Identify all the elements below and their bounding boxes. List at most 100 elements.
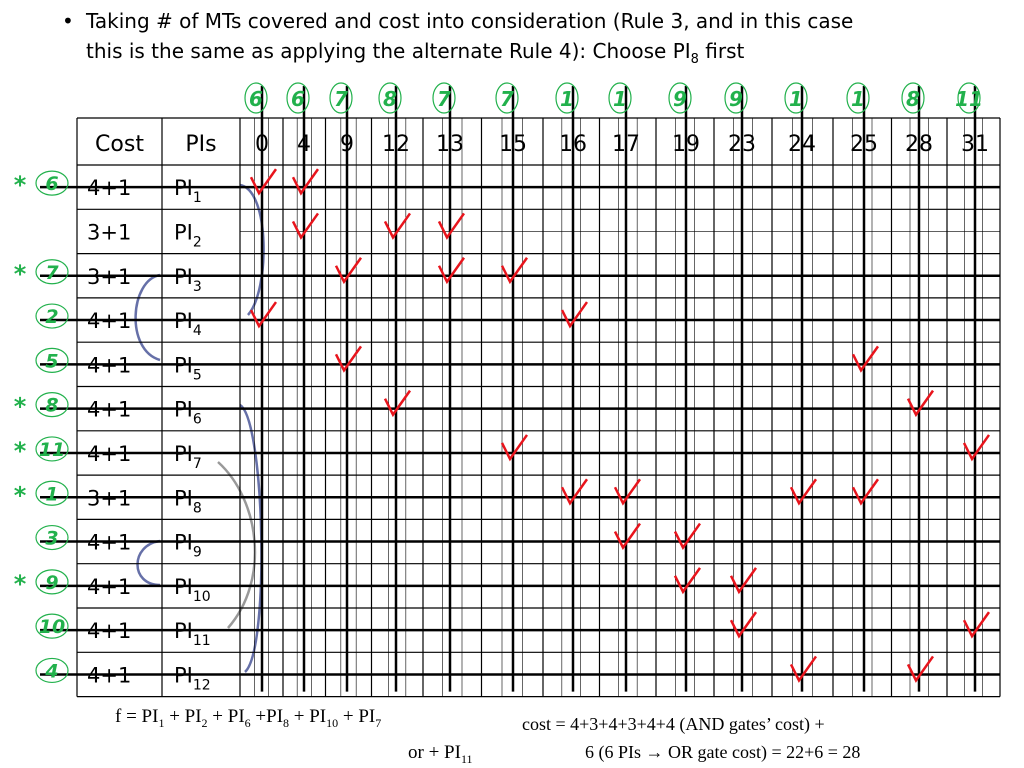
check [334, 345, 363, 373]
check [673, 567, 702, 595]
check [613, 478, 642, 506]
column-mark: 11 [955, 87, 983, 111]
subscript: 1 [158, 716, 164, 730]
check [789, 478, 818, 506]
arrow [134, 273, 161, 362]
check [560, 478, 589, 506]
check [962, 434, 991, 462]
star: * [14, 393, 27, 421]
pi-cell: PI9 [174, 531, 202, 561]
check [906, 655, 935, 683]
bullet-line: Taking # of MTs covered and cost into co… [85, 9, 853, 33]
formula-line: or + PI11 [408, 742, 473, 766]
row-mark: 9 [45, 572, 58, 594]
column-circle [784, 82, 808, 114]
row-circle [35, 259, 69, 285]
row-mark: 8 [45, 395, 58, 417]
check [962, 611, 991, 639]
column-circle [286, 82, 310, 114]
subscript: 10 [193, 589, 211, 605]
row-circle [35, 392, 69, 418]
cost-cell: 3+1 [87, 220, 131, 244]
column-mark: 6 [249, 87, 263, 111]
row-circle [35, 613, 69, 639]
column-mark: 8 [383, 87, 397, 111]
subscript: 10 [326, 716, 338, 730]
check [613, 522, 642, 550]
check [383, 212, 412, 240]
column-mark: 8 [906, 87, 920, 111]
term: + PI [338, 706, 375, 727]
arrow [239, 403, 263, 673]
subscript: 2 [202, 716, 208, 730]
row-mark: 1 [45, 483, 58, 505]
star: * [14, 171, 27, 199]
column-mark: 7 [500, 87, 514, 111]
row-circle [35, 170, 69, 196]
pi-cell: PI8 [174, 486, 202, 516]
check [291, 212, 320, 240]
check [729, 611, 758, 639]
subscript: 7 [375, 716, 381, 730]
subscript: 8 [193, 500, 202, 516]
subscript: 6 [193, 412, 202, 428]
column-circle [329, 82, 353, 114]
row-mark: 10 [39, 616, 65, 638]
star: * [14, 437, 27, 465]
cost-note: 6 (6 PIs → OR gate cost) = 22+6 = 28 [585, 742, 860, 763]
subscript: 5 [193, 367, 202, 383]
row-circle [35, 347, 69, 373]
row-mark: 5 [45, 350, 58, 372]
row-circle [35, 524, 69, 551]
check [673, 522, 702, 550]
pi-cell: PI2 [174, 220, 202, 250]
column-circle [495, 82, 519, 114]
column-mark: 7 [437, 87, 451, 111]
row-circle [35, 657, 69, 684]
bullet-line: this is the same as applying the alterna… [86, 39, 745, 67]
pi-cell: PI6 [174, 398, 202, 428]
column-mark: 1 [851, 87, 865, 111]
text: first [699, 39, 745, 63]
check [500, 257, 529, 285]
check [729, 567, 758, 595]
pi-cell: PI12 [174, 663, 211, 693]
column-circle [724, 82, 748, 114]
column-circle [957, 82, 981, 114]
term: f = PI [115, 706, 158, 727]
term: or + PI [408, 742, 461, 763]
check [334, 257, 363, 285]
column-circle [432, 82, 456, 114]
column-header: PIs [185, 132, 216, 157]
check [249, 301, 278, 329]
check [383, 389, 412, 418]
column-mark: 9 [673, 87, 687, 111]
column-circle [608, 82, 632, 114]
subscript: 8 [283, 716, 289, 730]
arrow [217, 461, 257, 629]
column-mark: 1 [789, 87, 803, 111]
arrow [136, 539, 161, 587]
pi-name: PI [174, 220, 193, 244]
pi-cell: PI1 [174, 176, 202, 206]
check [291, 168, 320, 196]
row-mark: 7 [45, 262, 59, 284]
row-mark: 2 [45, 306, 58, 328]
pi-cell: PI7 [174, 442, 202, 472]
column-mark: 1 [613, 87, 627, 111]
column-circle [244, 82, 268, 114]
column-mark: 1 [560, 87, 574, 111]
subscript: 2 [193, 234, 202, 250]
row-mark: 3 [45, 528, 58, 550]
subscript: 7 [193, 456, 202, 472]
check [249, 168, 278, 196]
pi-cell: PI5 [174, 353, 202, 383]
row-circle [35, 480, 69, 506]
column-circle [901, 82, 925, 114]
subscript: 4 [193, 323, 202, 339]
cost-note: cost = 4+3+4+3+4+4 (AND gates’ cost) + [522, 714, 825, 735]
star: * [14, 481, 27, 509]
check [851, 345, 880, 373]
star: * [14, 260, 27, 288]
subscript: 8 [691, 52, 699, 67]
